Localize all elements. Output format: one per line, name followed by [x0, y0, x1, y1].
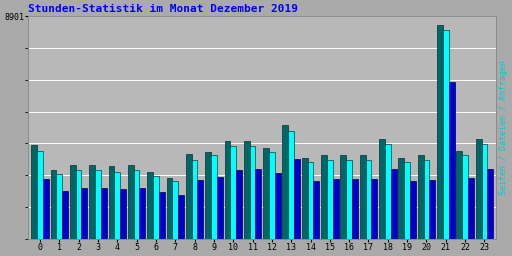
- Bar: [398, 157, 404, 239]
- Bar: [269, 152, 275, 239]
- Bar: [313, 181, 319, 239]
- Bar: [186, 154, 191, 239]
- Bar: [224, 141, 230, 239]
- Bar: [449, 82, 455, 239]
- Y-axis label: Seiten / Dateien / Anfragen: Seiten / Dateien / Anfragen: [499, 60, 508, 195]
- Bar: [302, 157, 308, 239]
- Bar: [166, 177, 173, 239]
- Bar: [321, 155, 327, 239]
- Bar: [482, 144, 487, 239]
- Bar: [159, 193, 164, 239]
- Bar: [468, 177, 474, 239]
- Bar: [134, 170, 139, 239]
- Text: Stunden-Statistik im Monat Dezember 2019: Stunden-Statistik im Monat Dezember 2019: [28, 4, 298, 14]
- Bar: [391, 169, 396, 239]
- Bar: [275, 173, 281, 239]
- Bar: [410, 181, 416, 239]
- Bar: [244, 141, 250, 239]
- Bar: [153, 176, 159, 239]
- Bar: [379, 138, 385, 239]
- Bar: [178, 195, 184, 239]
- Bar: [255, 169, 261, 239]
- Bar: [366, 160, 371, 239]
- Bar: [37, 151, 43, 239]
- Bar: [198, 180, 203, 239]
- Bar: [346, 160, 352, 239]
- Bar: [205, 152, 211, 239]
- Bar: [385, 144, 391, 239]
- Bar: [308, 162, 313, 239]
- Bar: [31, 145, 37, 239]
- Bar: [120, 189, 126, 239]
- Bar: [43, 179, 49, 239]
- Bar: [211, 155, 217, 239]
- Bar: [333, 179, 338, 239]
- Bar: [423, 160, 430, 239]
- Bar: [404, 162, 410, 239]
- Bar: [263, 147, 269, 239]
- Bar: [487, 169, 493, 239]
- Bar: [283, 125, 288, 239]
- Bar: [147, 172, 153, 239]
- Bar: [352, 179, 358, 239]
- Bar: [288, 131, 294, 239]
- Bar: [327, 160, 333, 239]
- Bar: [128, 165, 134, 239]
- Bar: [437, 25, 443, 239]
- Bar: [191, 160, 198, 239]
- Bar: [371, 179, 377, 239]
- Bar: [294, 159, 300, 239]
- Bar: [476, 138, 482, 239]
- Bar: [418, 155, 423, 239]
- Bar: [109, 166, 114, 239]
- Bar: [217, 177, 223, 239]
- Bar: [230, 146, 236, 239]
- Bar: [173, 181, 178, 239]
- Bar: [139, 188, 145, 239]
- Bar: [340, 155, 346, 239]
- Bar: [456, 151, 462, 239]
- Bar: [62, 191, 68, 239]
- Bar: [89, 165, 95, 239]
- Bar: [236, 170, 242, 239]
- Bar: [95, 170, 101, 239]
- Bar: [114, 172, 120, 239]
- Bar: [250, 146, 255, 239]
- Bar: [101, 188, 106, 239]
- Bar: [360, 155, 366, 239]
- Bar: [76, 170, 81, 239]
- Bar: [443, 30, 449, 239]
- Bar: [70, 165, 76, 239]
- Bar: [56, 174, 62, 239]
- Bar: [462, 155, 468, 239]
- Bar: [81, 188, 87, 239]
- Bar: [430, 180, 435, 239]
- Bar: [51, 170, 56, 239]
